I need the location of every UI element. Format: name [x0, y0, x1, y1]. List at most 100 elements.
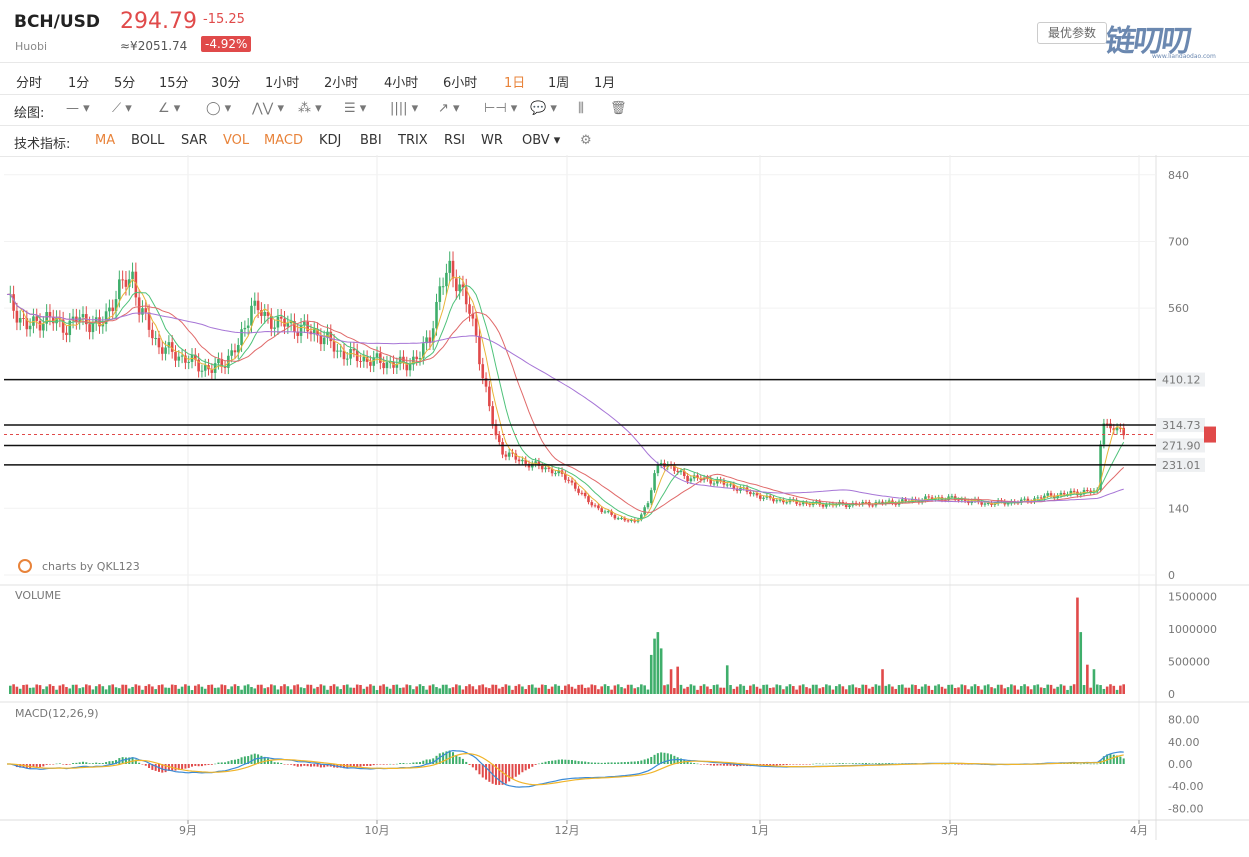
macd-hist-258	[858, 763, 861, 764]
price-chart[interactable]: 840 700 560 140 0 410.12 314.73 271.90 231.01 cha…	[0, 155, 1249, 857]
candle-body-312	[1036, 497, 1040, 499]
arrow-tool-icon[interactable]: ↗ ▾	[438, 101, 460, 116]
indicator-3[interactable]: VOL	[223, 133, 250, 148]
channel-tool-icon[interactable]: |||| ▾	[390, 101, 419, 116]
indicator-5[interactable]: KDJ	[319, 133, 342, 148]
indicator-4[interactable]: MACD	[264, 133, 303, 148]
volume-bar-311	[1033, 685, 1036, 694]
period-tab-10[interactable]: 1周	[548, 76, 570, 91]
volume-bar-88	[296, 684, 300, 694]
period-tab-2[interactable]: 5分	[114, 76, 136, 91]
period-tab-0[interactable]: 分时	[16, 76, 43, 91]
price-tick-3: 140	[1168, 502, 1189, 515]
period-tab-6[interactable]: 2小时	[324, 76, 359, 91]
candle-body-14	[51, 317, 55, 324]
line-tool-icon[interactable]: — ▾	[66, 101, 90, 116]
bars-tool-icon[interactable]: ⫼	[578, 101, 584, 116]
candle-body-62	[210, 369, 214, 373]
volume-bar-177	[590, 684, 594, 694]
candle-body-15	[55, 317, 58, 324]
comment-tool-icon[interactable]: 💬 ▾	[530, 101, 557, 116]
indicator-7[interactable]: TRIX	[398, 133, 428, 148]
macd-hist-92	[309, 764, 312, 767]
macd-hist-332	[1102, 756, 1105, 764]
indicator-6[interactable]: BBI	[360, 133, 382, 148]
volume-bar-334	[1109, 684, 1112, 694]
volume-bar-80	[270, 684, 273, 694]
indicator-0[interactable]: MA	[95, 133, 116, 148]
macd-hist-136	[455, 755, 458, 764]
candle-body-135	[451, 260, 455, 279]
candle-body-255	[848, 505, 851, 508]
volume-bar-288	[957, 687, 960, 694]
indicator-2[interactable]: SAR	[181, 133, 208, 148]
period-tab-3[interactable]: 15分	[159, 76, 189, 91]
macd-hist-36	[124, 757, 127, 764]
macd-hist-42	[144, 764, 147, 766]
indicator-9[interactable]: WR	[481, 133, 503, 148]
indicator-8[interactable]: RSI	[444, 133, 466, 148]
best-params-button[interactable]: 最优参数	[1037, 22, 1107, 44]
period-tab-11[interactable]: 1月	[594, 76, 616, 91]
angle-tool-icon[interactable]: ∠ ▾	[158, 101, 181, 116]
volume-bar-22	[78, 688, 81, 694]
candle-body-140	[468, 304, 471, 314]
hline-label-bg-1	[1157, 418, 1205, 433]
macd-hist-173	[577, 761, 580, 764]
macd-hist-211	[703, 764, 706, 765]
period-tab-1[interactable]: 1分	[68, 76, 90, 91]
macd-hist-232	[772, 764, 775, 766]
macd-hist-239	[795, 764, 798, 765]
period-tab-4[interactable]: 30分	[211, 76, 241, 91]
circle-tool-icon[interactable]: ◯ ▾	[206, 101, 232, 116]
volume-bar-333	[1105, 686, 1109, 694]
period-tab-9[interactable]: 1日	[504, 76, 526, 91]
volume-bar-196	[653, 638, 656, 694]
segment-tool-icon[interactable]: ⟋ ▾	[112, 101, 132, 116]
candle-body-143	[478, 335, 481, 365]
volume-bar-307	[1019, 686, 1023, 694]
macd-tick-3: -40.00	[1168, 780, 1203, 793]
period-tab-8[interactable]: 6小时	[443, 76, 478, 91]
measure-tool-icon[interactable]: ⊢⊣ ▾	[484, 101, 518, 116]
candle-body-195	[649, 490, 653, 504]
trash-icon[interactable]: 🗑	[610, 101, 627, 116]
macd-hist-178	[594, 762, 597, 764]
volume-bar-105	[352, 687, 356, 694]
period-tab-5[interactable]: 1小时	[265, 76, 300, 91]
macd-hist-118	[395, 763, 398, 765]
candle-body-272	[904, 499, 907, 502]
volume-bar-228	[758, 688, 762, 694]
volume-bar-180	[600, 686, 603, 694]
volume-bar-14	[51, 685, 55, 694]
volume-bar-216	[719, 687, 722, 694]
indicator-1[interactable]: BOLL	[131, 133, 165, 148]
macd-hist-120	[402, 762, 405, 764]
macd-hist-113	[379, 764, 382, 765]
fib-tool-icon[interactable]: ☰ ▾	[344, 101, 367, 116]
volume-bar-69	[233, 684, 237, 694]
candle-body-51	[174, 351, 177, 361]
volume-bar-130	[435, 687, 438, 694]
price-tick-0: 840	[1168, 169, 1189, 182]
volume-bar-114	[382, 684, 385, 694]
indicator-10[interactable]: OBV ▾	[522, 133, 561, 148]
gear-icon[interactable]: ⚙	[580, 133, 592, 148]
candle-body-25	[88, 324, 91, 333]
hline-label-bg-0	[1157, 372, 1205, 387]
candle-body-78	[263, 311, 266, 316]
volume-bar-200	[666, 684, 670, 694]
candle-body-129	[431, 328, 435, 343]
period-tab-7[interactable]: 4小时	[384, 76, 419, 91]
volume-bar-77	[260, 684, 263, 694]
volume-bar-178	[593, 685, 597, 694]
volume-bar-238	[792, 686, 795, 694]
candle-body-111	[372, 357, 376, 366]
macd-hist-73	[247, 756, 250, 764]
candle-body-127	[425, 337, 428, 344]
candle-body-59	[200, 370, 204, 372]
volume-bar-181	[603, 684, 607, 694]
last-price-marker	[1204, 426, 1216, 443]
wave-tool-icon[interactable]: ⋀⋁ ▾	[252, 101, 284, 116]
pattern-tool-icon[interactable]: ⁂ ▾	[298, 101, 322, 116]
